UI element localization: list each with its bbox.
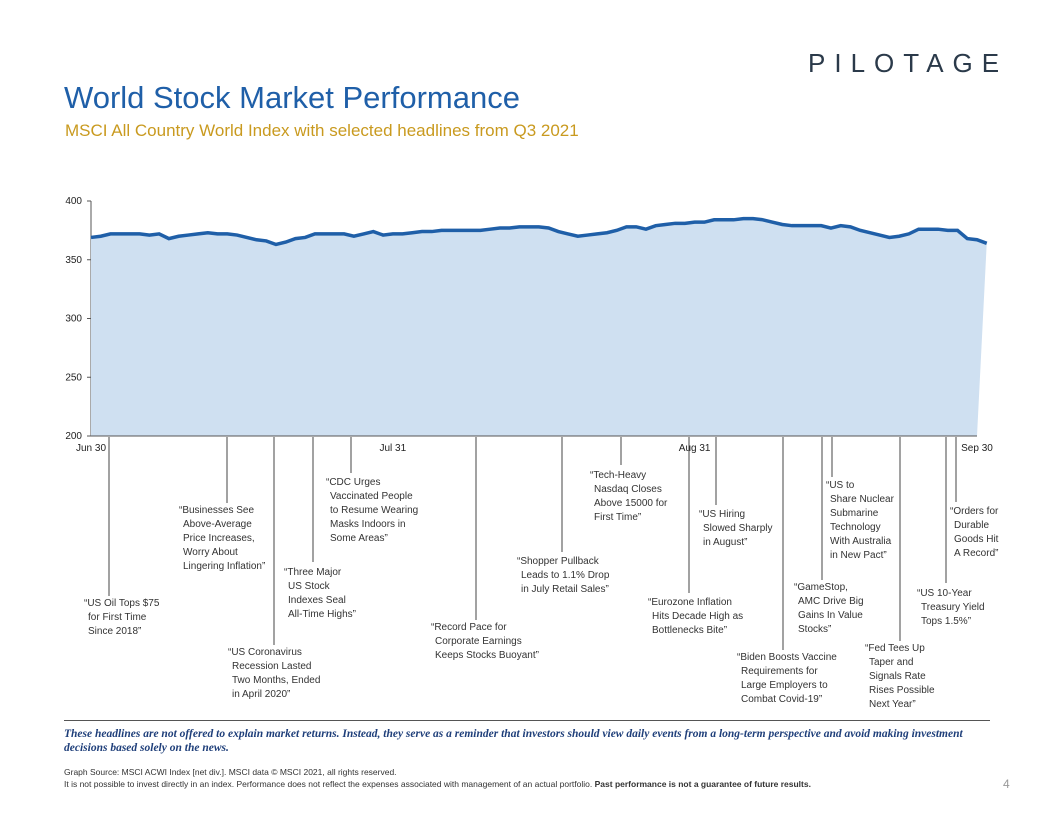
footnote: It is not possible to invest directly in… bbox=[64, 779, 811, 789]
headline: Since 2018” bbox=[88, 626, 141, 637]
headline: “Record Pace for bbox=[431, 622, 507, 633]
area bbox=[91, 218, 987, 436]
headline: “Eurozone Inflation bbox=[648, 597, 732, 608]
headline: “US to bbox=[826, 480, 855, 491]
headline: Leads to 1.1% Drop bbox=[521, 570, 610, 581]
headline: Goods Hit bbox=[954, 534, 999, 545]
headline: Worry About bbox=[183, 547, 238, 558]
headline: “Tech-Heavy bbox=[590, 470, 646, 481]
headline: Above 15000 for bbox=[594, 498, 668, 509]
divider bbox=[64, 720, 990, 721]
headline: Nasdaq Closes bbox=[594, 484, 662, 495]
headline: “Biden Boosts Vaccine bbox=[737, 652, 837, 663]
headline: “US Hiring bbox=[699, 509, 745, 520]
headline: Lingering Inflation” bbox=[183, 561, 265, 572]
subtitle: MSCI All Country World Index with select… bbox=[65, 121, 579, 140]
headline: in April 2020” bbox=[232, 689, 290, 700]
headline: All-Time Highs” bbox=[288, 609, 356, 620]
headline: Durable bbox=[954, 520, 989, 531]
headline: Technology bbox=[830, 522, 881, 533]
headline: Taper and bbox=[869, 657, 913, 668]
headline: “Shopper Pullback bbox=[517, 556, 600, 567]
line bbox=[90, 216, 988, 247]
headline: Signals Rate bbox=[869, 671, 926, 682]
headline: “Fed Tees Up bbox=[865, 643, 925, 654]
headline: for First Time bbox=[88, 612, 147, 623]
disclaimer: These headlines are not offered to expla… bbox=[64, 728, 963, 754]
headline: Gains In Value bbox=[798, 610, 863, 621]
x-tick-label: Jul 31 bbox=[379, 443, 406, 454]
headline: Next Year” bbox=[869, 699, 916, 710]
headline: in New Pact” bbox=[830, 550, 887, 561]
headline: Price Increases, bbox=[183, 533, 255, 544]
y-tick-label: 300 bbox=[65, 314, 82, 325]
headline: Hits Decade High as bbox=[652, 611, 743, 622]
headline: Above-Average bbox=[183, 519, 252, 530]
note: It is not possible to invest directly in… bbox=[64, 779, 593, 789]
headline: Vaccinated People bbox=[330, 491, 413, 502]
x-tick-label: Jun 30 bbox=[76, 443, 106, 454]
headline: Bottlenecks Bite” bbox=[652, 625, 727, 636]
headline: Submarine bbox=[830, 508, 879, 519]
headline: Two Months, Ended bbox=[232, 675, 320, 686]
headline: First Time” bbox=[594, 512, 641, 523]
headline: Tops 1.5%” bbox=[921, 616, 971, 627]
headline: Share Nuclear bbox=[830, 494, 895, 505]
headline: AMC Drive Big bbox=[798, 596, 864, 607]
headline: “CDC Urges bbox=[326, 477, 380, 488]
x-tick-label: Sep 30 bbox=[961, 443, 993, 454]
headline: Keeps Stocks Buoyant” bbox=[435, 650, 539, 661]
source: Graph Source: MSCI ACWI Index [net div.]… bbox=[64, 767, 397, 777]
title: World Stock Market Performance bbox=[64, 80, 520, 115]
headline: Masks Indoors in bbox=[330, 519, 406, 530]
y-tick-label: 400 bbox=[65, 196, 82, 207]
headline: in August” bbox=[703, 537, 747, 548]
headline: Treasury Yield bbox=[921, 602, 985, 613]
headline: Rises Possible bbox=[869, 685, 935, 696]
logo: PILOTAGE bbox=[808, 48, 1009, 78]
headline: Corporate Earnings bbox=[435, 636, 522, 647]
headline: With Australia bbox=[830, 536, 892, 547]
headline: “Businesses See bbox=[179, 505, 254, 516]
headline: Requirements for bbox=[741, 666, 818, 677]
note-bold: Past performance is not a guarantee of f… bbox=[594, 779, 811, 789]
y-tick-label: 250 bbox=[65, 372, 82, 383]
headline: A Record” bbox=[954, 548, 998, 559]
headline: “Orders for bbox=[950, 506, 999, 517]
chart: 200 250 300 350 400 Jun 30 Jul 31 Aug 31 Sep 30 “… bbox=[65, 196, 999, 710]
headline: Stocks” bbox=[798, 624, 831, 635]
headline: Indexes Seal bbox=[288, 595, 346, 606]
headline: Recession Lasted bbox=[232, 661, 312, 672]
y-tick-label: 200 bbox=[65, 431, 82, 442]
x-tick-label: Aug 31 bbox=[679, 443, 711, 454]
headline: Slowed Sharply bbox=[703, 523, 772, 534]
headline: “US 10-Year bbox=[917, 588, 972, 599]
headline: “US Coronavirus bbox=[228, 647, 302, 658]
page-number: 4 bbox=[1003, 777, 1010, 791]
headline: “US Oil Tops $75 bbox=[84, 598, 160, 609]
headline: “GameStop, bbox=[794, 582, 848, 593]
y-tick-label: 350 bbox=[65, 255, 82, 266]
headline: Large Employers to bbox=[741, 680, 828, 691]
headline: in July Retail Sales” bbox=[521, 584, 609, 595]
headline: Combat Covid-19” bbox=[741, 694, 822, 705]
headline: Some Areas” bbox=[330, 533, 388, 544]
headline: to Resume Wearing bbox=[330, 505, 418, 516]
headline: “Three Major bbox=[284, 567, 342, 578]
headline: US Stock bbox=[288, 581, 331, 592]
